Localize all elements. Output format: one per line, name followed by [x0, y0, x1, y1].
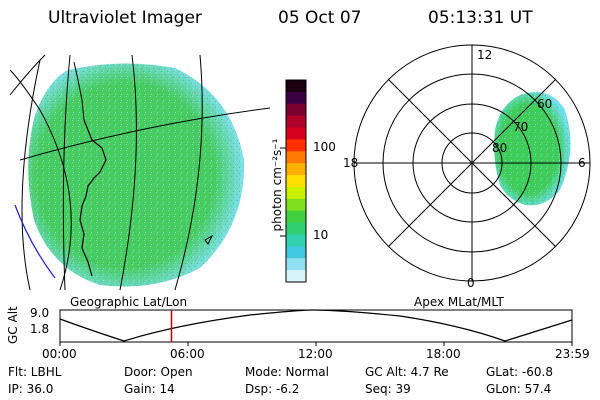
info-gain: Gain: 14	[124, 382, 175, 396]
timeline-tick-1800: 18:00	[426, 347, 461, 361]
time-label: 05:13:31 UT	[428, 8, 533, 28]
colorbar-segment	[286, 198, 306, 212]
app-title: Ultraviolet Imager	[48, 8, 202, 28]
right-panel-label: Apex MLat/MLT	[414, 295, 504, 309]
timeline-tick-0600: 06:00	[170, 347, 205, 361]
timeline-axis-label: GC Alt	[6, 306, 20, 344]
colorbar-tick-10: 10	[313, 228, 329, 242]
mlt-label-0: 0	[467, 276, 475, 290]
left-panel-label: Geographic Lat/Lon	[70, 295, 188, 309]
colorbar-segment	[286, 175, 306, 188]
colorbar-segment	[286, 210, 306, 224]
colorbar-segment	[286, 258, 306, 271]
info-filter: Flt: LBHL	[8, 365, 62, 379]
info-door: Door: Open	[124, 365, 193, 379]
mlt-label-18: 18	[343, 156, 359, 170]
timeline-y-bottom: 1.8	[30, 322, 50, 336]
altitude-curve	[59, 309, 573, 342]
altitude-timeline	[59, 309, 573, 346]
timeline-tick-0000: 00:00	[42, 347, 77, 361]
info-gc-alt: GC Alt: 4.7 Re	[365, 365, 449, 379]
colorbar-segment	[286, 115, 306, 129]
colorbar-unit-label: photon cm⁻²s⁻¹	[270, 138, 284, 232]
colorbar-segment	[286, 127, 306, 141]
colorbar-segment	[286, 222, 306, 236]
timeline-y-top: 9.0	[30, 306, 50, 320]
info-glon: GLon: 57.4	[486, 382, 552, 396]
colorbar-segment	[286, 163, 306, 176]
colorbar	[280, 79, 307, 283]
geographic-image	[10, 54, 270, 291]
mlat-label-70: 70	[513, 120, 529, 134]
colorbar-segment	[286, 91, 306, 105]
info-glat: GLat: -60.8	[486, 365, 553, 379]
colorbar-segment	[286, 80, 306, 93]
timeline-tick-1200: 12:00	[298, 347, 333, 361]
mlt-label-6: 6	[578, 156, 586, 170]
info-seq: Seq: 39	[365, 382, 411, 396]
colorbar-segment	[286, 234, 306, 247]
info-ip: IP: 36.0	[8, 382, 54, 396]
polar-plot	[353, 44, 591, 282]
timeline-tick-2359: 23:59	[555, 347, 590, 361]
mlat-label-80: 80	[492, 141, 508, 155]
colorbar-tick-100: 100	[313, 140, 336, 154]
colorbar-segment	[286, 151, 306, 164]
date-label: 05 Oct 07	[278, 8, 362, 28]
mlt-label-12: 12	[477, 48, 493, 62]
colorbar-segment	[286, 270, 306, 283]
info-mode: Mode: Normal	[245, 365, 329, 379]
info-dsp: Dsp: -6.2	[245, 382, 300, 396]
coastline	[79, 119, 107, 277]
blue-coastline	[14, 204, 56, 279]
colorbar-segment	[286, 246, 306, 259]
colorbar-segment	[286, 103, 306, 117]
mlat-label-60: 60	[537, 97, 553, 111]
colorbar-segment	[286, 186, 306, 200]
colorbar-segment	[286, 139, 306, 152]
